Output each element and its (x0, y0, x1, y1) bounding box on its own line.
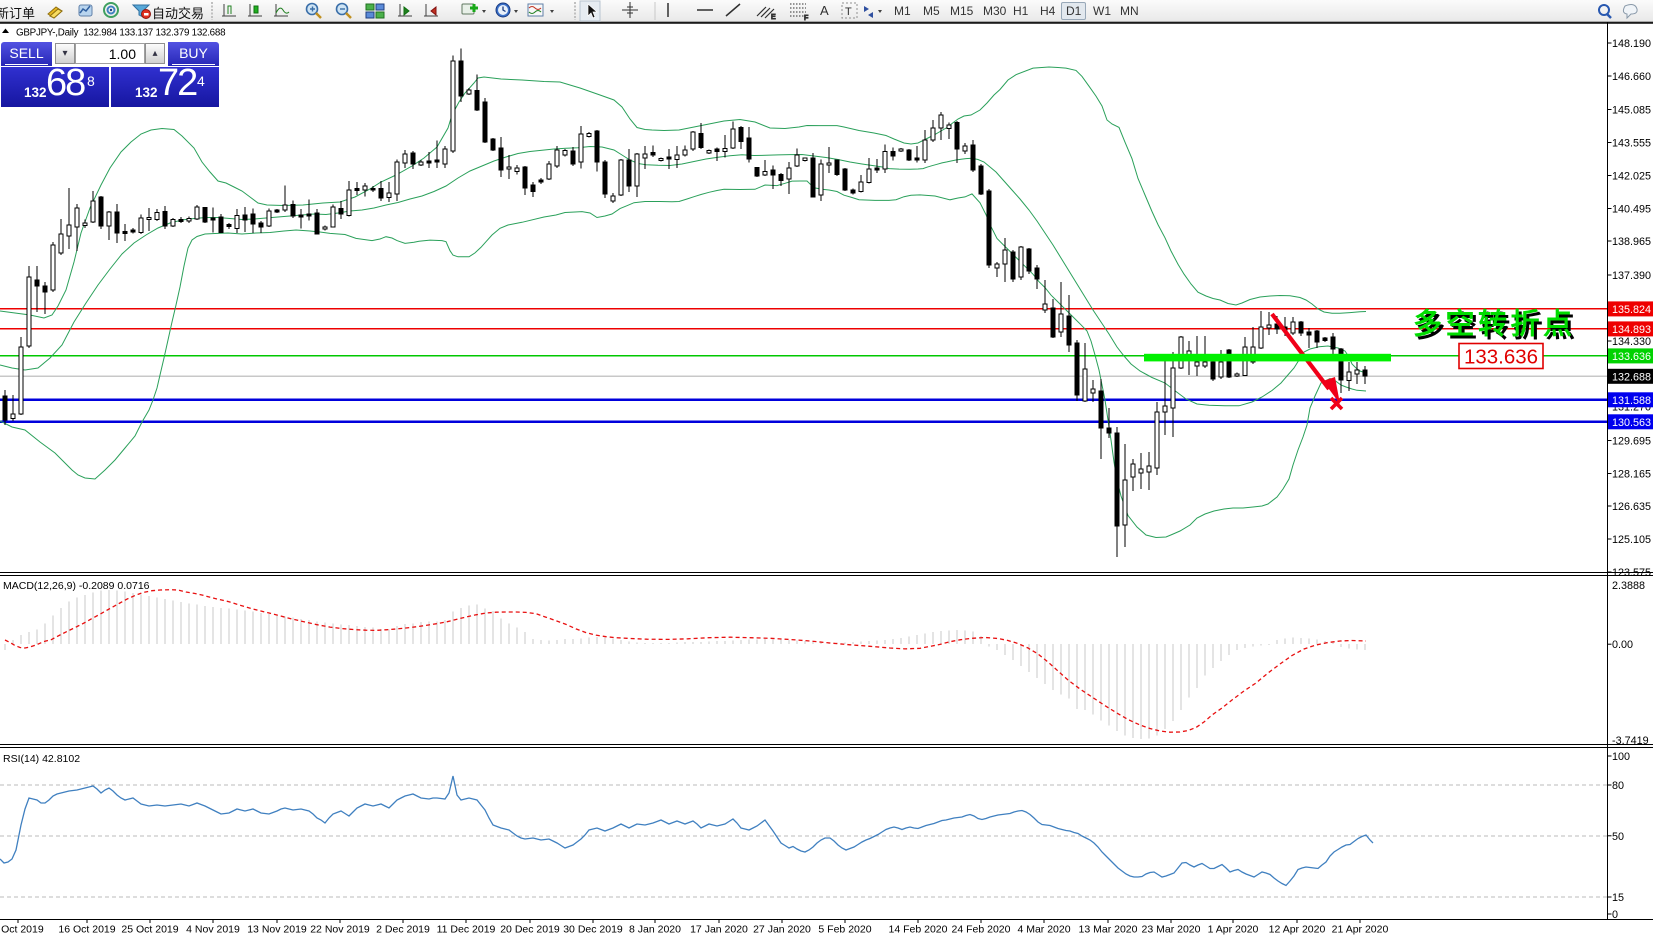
svg-text:133.636: 133.636 (1612, 351, 1651, 363)
svg-text:RSI(14) 42.8102: RSI(14) 42.8102 (3, 753, 80, 765)
svg-text:14 Feb 2020: 14 Feb 2020 (889, 924, 948, 936)
svg-text:0: 0 (1612, 909, 1618, 921)
svg-text:25 Oct 2019: 25 Oct 2019 (121, 924, 178, 936)
svg-text:2.3888: 2.3888 (1612, 580, 1645, 592)
svg-text:4 Mar 2020: 4 Mar 2020 (1017, 924, 1070, 936)
svg-text:148.190: 148.190 (1612, 38, 1651, 50)
svg-text:30 Dec 2019: 30 Dec 2019 (563, 924, 623, 936)
svg-text:16 Oct 2019: 16 Oct 2019 (58, 924, 115, 936)
svg-text:138.965: 138.965 (1612, 236, 1651, 248)
svg-text:24 Feb 2020: 24 Feb 2020 (952, 924, 1011, 936)
svg-text:140.495: 140.495 (1612, 203, 1651, 215)
svg-text:128.165: 128.165 (1612, 468, 1651, 480)
svg-text:0.00: 0.00 (1612, 639, 1633, 651)
svg-text:1 Apr 2020: 1 Apr 2020 (1208, 924, 1259, 936)
svg-text:13 Nov 2019: 13 Nov 2019 (247, 924, 307, 936)
svg-text:11 Dec 2019: 11 Dec 2019 (437, 924, 496, 936)
svg-text:80: 80 (1612, 780, 1624, 792)
svg-text:13 Mar 2020: 13 Mar 2020 (1079, 924, 1138, 936)
svg-text:134.330: 134.330 (1612, 336, 1651, 348)
svg-text:21 Apr 2020: 21 Apr 2020 (1332, 924, 1389, 936)
svg-text:137.390: 137.390 (1612, 270, 1651, 282)
svg-text:126.635: 126.635 (1612, 501, 1651, 513)
svg-text:GBPJPY-,Daily 132.984 133.137: GBPJPY-,Daily 132.984 133.137 132.379 13… (16, 28, 226, 39)
svg-text:133.636: 133.636 (1464, 346, 1538, 369)
svg-text:27 Jan 2020: 27 Jan 2020 (753, 924, 811, 936)
svg-text:146.660: 146.660 (1612, 71, 1651, 83)
svg-text:17 Jan 2020: 17 Jan 2020 (690, 924, 748, 936)
svg-text:135.824: 135.824 (1612, 304, 1651, 316)
svg-text:23 Mar 2020: 23 Mar 2020 (1142, 924, 1201, 936)
svg-text:E: E (771, 14, 776, 21)
svg-text:129.695: 129.695 (1612, 435, 1651, 447)
svg-text:7 Oct 2019: 7 Oct 2019 (0, 924, 44, 936)
svg-text:145.085: 145.085 (1612, 105, 1651, 117)
svg-text:143.555: 143.555 (1612, 138, 1651, 150)
svg-text:22 Nov 2019: 22 Nov 2019 (310, 924, 370, 936)
svg-text:12 Apr 2020: 12 Apr 2020 (1269, 924, 1326, 936)
svg-text:8 Jan 2020: 8 Jan 2020 (629, 924, 681, 936)
svg-text:20 Dec 2019: 20 Dec 2019 (500, 924, 560, 936)
svg-text:MACD(12,26,9) -0.2089 0.0716: MACD(12,26,9) -0.2089 0.0716 (3, 580, 150, 592)
svg-text:50: 50 (1612, 831, 1624, 843)
svg-text:多空转折点: 多空转折点 (1413, 307, 1576, 341)
svg-text:F: F (804, 15, 808, 22)
svg-text:多空转折点: 多空转折点 (1416, 310, 1579, 344)
svg-text:15: 15 (1612, 892, 1624, 904)
svg-text:2 Dec 2019: 2 Dec 2019 (376, 924, 430, 936)
svg-text:-3.7419: -3.7419 (1612, 735, 1649, 747)
svg-text:134.893: 134.893 (1612, 324, 1651, 336)
svg-text:4 Nov 2019: 4 Nov 2019 (186, 924, 240, 936)
svg-text:132.688: 132.688 (1612, 371, 1651, 383)
svg-text:A: A (820, 3, 829, 18)
svg-text:100: 100 (1612, 751, 1630, 763)
svg-text:123.575: 123.575 (1612, 567, 1651, 579)
svg-text:130.563: 130.563 (1612, 417, 1651, 429)
svg-text:T: T (845, 6, 852, 18)
svg-text:125.105: 125.105 (1612, 534, 1651, 546)
svg-text:142.025: 142.025 (1612, 171, 1651, 183)
svg-text:5 Feb 2020: 5 Feb 2020 (818, 924, 871, 936)
svg-text:131.588: 131.588 (1612, 395, 1651, 407)
